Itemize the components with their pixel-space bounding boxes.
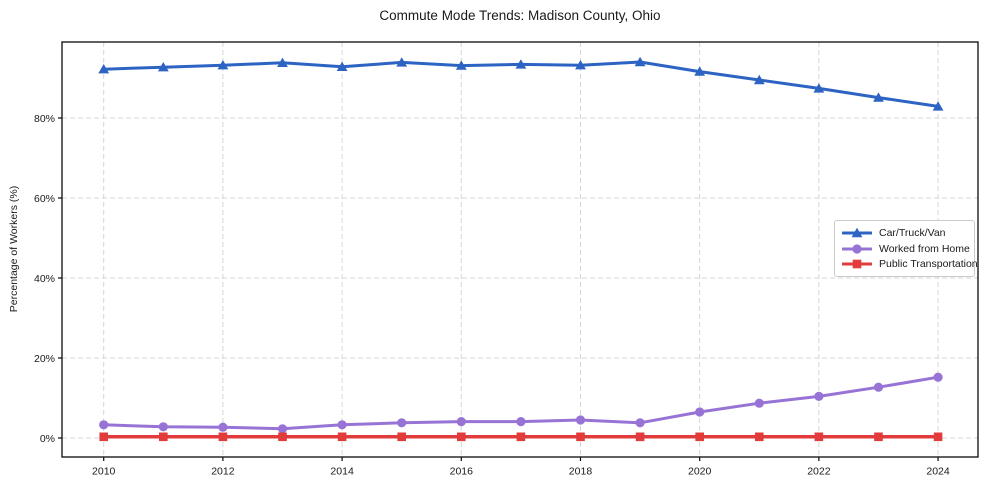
square-marker-public-transportation <box>695 432 704 442</box>
triangle-marker-car-truck-van <box>813 83 825 93</box>
circle-marker-worked-from-home <box>277 424 288 434</box>
legend-triangle-marker-icon <box>842 227 872 238</box>
triangle-marker-car-truck-van <box>217 60 229 70</box>
series-line-car-truck-van <box>102 60 940 108</box>
triangle-marker-car-truck-van <box>515 59 527 69</box>
x-tick-label: 2010 <box>92 466 116 478</box>
circle-marker-worked-from-home <box>754 398 764 408</box>
legend-circle-marker-icon <box>842 243 872 254</box>
triangle-marker-car-truck-van <box>98 64 110 74</box>
triangle-marker-car-truck-van <box>336 61 348 71</box>
legend-sample-marker <box>852 243 862 254</box>
square-marker-public-transportation <box>278 432 287 442</box>
circle-marker-worked-from-home <box>933 372 943 382</box>
circle-marker-worked-from-home <box>516 417 526 427</box>
legend-label: Car/Truck/Van <box>879 226 946 239</box>
legend: Car/Truck/Van Worked from Home Public Tran… <box>834 220 978 277</box>
legend-sample-marker <box>852 259 862 269</box>
square-marker-public-transportation <box>933 432 943 442</box>
x-tick-label: 2012 <box>211 466 235 478</box>
triangle-marker-car-truck-van <box>932 101 944 111</box>
square-marker-public-transportation <box>397 432 407 442</box>
triangle-marker-car-truck-van <box>634 56 646 67</box>
circle-marker-worked-from-home <box>575 415 586 425</box>
triangle-marker-car-truck-van <box>753 74 765 85</box>
y-tick-label: 0% <box>40 433 55 445</box>
y-tick-label: 20% <box>34 353 55 365</box>
circle-marker-worked-from-home <box>158 422 168 432</box>
square-marker-public-transportation <box>576 432 585 442</box>
plot-border <box>61 41 979 458</box>
y-tick-label: 40% <box>34 273 55 285</box>
x-tick-label: 2022 <box>807 466 831 478</box>
square-marker-public-transportation <box>874 432 883 442</box>
circle-marker-worked-from-home <box>635 418 645 428</box>
circle-marker-worked-from-home <box>695 407 705 417</box>
y-tick-label: 80% <box>34 113 55 125</box>
square-marker-public-transportation <box>99 432 109 442</box>
square-marker-public-transportation <box>754 432 764 442</box>
legend-label: Worked from Home <box>879 242 970 255</box>
square-marker-public-transportation <box>337 432 347 442</box>
triangle-marker-car-truck-van <box>396 57 408 67</box>
triangle-marker-car-truck-van <box>575 60 586 70</box>
x-tick-label: 2014 <box>330 466 354 478</box>
circle-marker-worked-from-home <box>814 391 824 401</box>
y-tick-label: 60% <box>34 193 55 205</box>
x-tick-label: 2016 <box>450 466 474 478</box>
triangle-marker-car-truck-van <box>455 60 467 70</box>
x-tick-label: 2018 <box>569 466 593 478</box>
triangle-marker-car-truck-van <box>694 66 706 76</box>
square-marker-public-transportation <box>516 432 526 442</box>
square-marker-public-transportation <box>635 432 645 442</box>
legend-square-marker-icon <box>842 259 872 269</box>
square-marker-public-transportation <box>456 432 466 442</box>
legend-item-car-truck-van: Car/Truck/Van <box>842 225 968 241</box>
circle-marker-worked-from-home <box>456 417 466 427</box>
circle-marker-worked-from-home <box>397 418 407 428</box>
triangle-marker-car-truck-van <box>157 62 169 72</box>
x-tick-label: 2024 <box>926 466 950 478</box>
circle-marker-worked-from-home <box>873 382 884 392</box>
square-marker-public-transportation <box>814 432 824 442</box>
triangle-marker-car-truck-van <box>277 57 288 67</box>
legend-item-public-transportation: Public Transportation <box>842 256 978 272</box>
square-marker-public-transportation <box>218 432 228 442</box>
chart-title: Commute Mode Trends: Madison County, Ohi… <box>379 8 661 23</box>
legend-item-worked-from-home: Worked from Home <box>842 241 970 257</box>
circle-marker-worked-from-home <box>218 422 228 432</box>
square-marker-public-transportation <box>159 432 168 442</box>
circle-marker-worked-from-home <box>337 420 347 430</box>
legend-sample-marker <box>851 227 863 238</box>
triangle-marker-car-truck-van <box>873 92 884 102</box>
legend-label: Public Transportation <box>879 258 978 271</box>
x-tick-label: 2020 <box>688 466 712 478</box>
circle-marker-worked-from-home <box>99 420 109 430</box>
